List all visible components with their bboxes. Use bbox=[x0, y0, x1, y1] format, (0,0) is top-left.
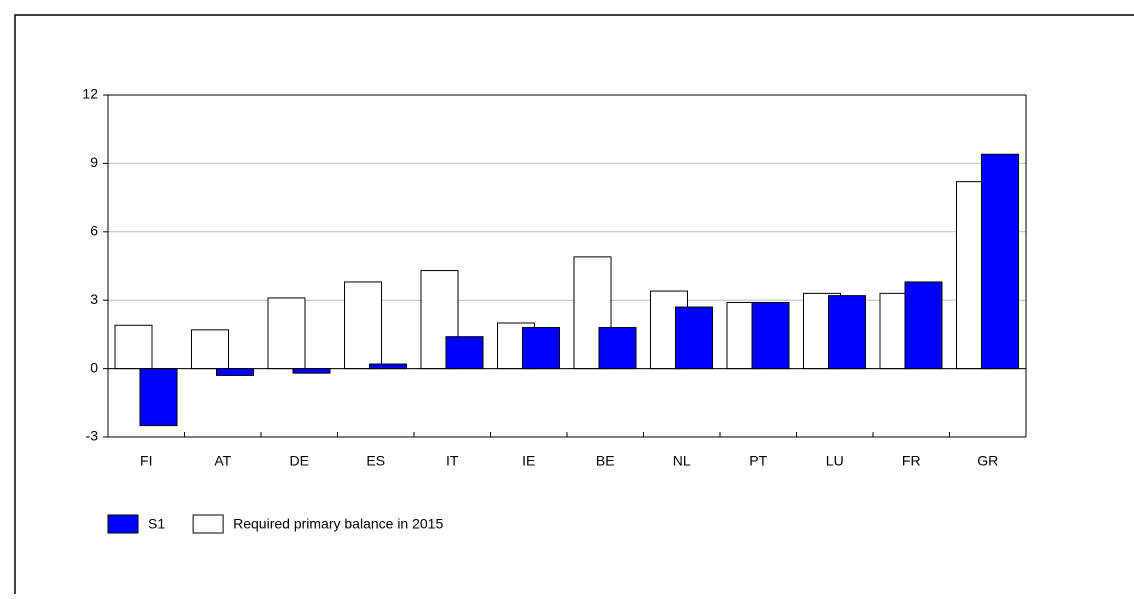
x-tick-label: BE bbox=[596, 453, 615, 469]
legend-swatch bbox=[107, 514, 139, 534]
x-tick-label: NL bbox=[673, 453, 691, 469]
bar bbox=[267, 297, 306, 370]
bar bbox=[191, 329, 229, 370]
bar bbox=[675, 306, 713, 370]
x-tick-label: IE bbox=[522, 453, 535, 469]
bar bbox=[114, 324, 153, 370]
x-tick-label: PT bbox=[749, 453, 767, 469]
x-tick-label: FI bbox=[140, 453, 152, 469]
bar bbox=[522, 327, 560, 370]
x-tick-label: IT bbox=[446, 453, 459, 469]
y-tick-label: 0 bbox=[90, 359, 98, 375]
y-tick-label: -3 bbox=[86, 428, 99, 444]
frame bbox=[14, 14, 1134, 594]
bar bbox=[598, 327, 637, 370]
legend-swatch bbox=[192, 514, 224, 534]
y-tick-label: 12 bbox=[82, 86, 98, 102]
bar bbox=[751, 301, 790, 370]
legend-label: Required primary balance in 2015 bbox=[233, 516, 443, 532]
x-tick-label: FR bbox=[902, 453, 921, 469]
y-tick-label: 9 bbox=[90, 154, 98, 170]
y-tick-label: 3 bbox=[90, 291, 98, 307]
bar bbox=[445, 336, 484, 370]
bar bbox=[216, 368, 254, 376]
bar bbox=[981, 153, 1019, 370]
bar bbox=[828, 295, 866, 370]
bar bbox=[369, 363, 407, 370]
legend-label: S1 bbox=[148, 516, 165, 532]
bar bbox=[139, 368, 178, 427]
x-tick-label: LU bbox=[826, 453, 844, 469]
x-tick-label: AT bbox=[214, 453, 231, 469]
bar bbox=[904, 281, 943, 370]
x-tick-label: DE bbox=[290, 453, 309, 469]
bar bbox=[292, 368, 331, 374]
bar bbox=[344, 281, 382, 370]
x-tick-label: ES bbox=[366, 453, 385, 469]
x-tick-label: GR bbox=[977, 453, 998, 469]
y-tick-label: 6 bbox=[90, 223, 98, 239]
